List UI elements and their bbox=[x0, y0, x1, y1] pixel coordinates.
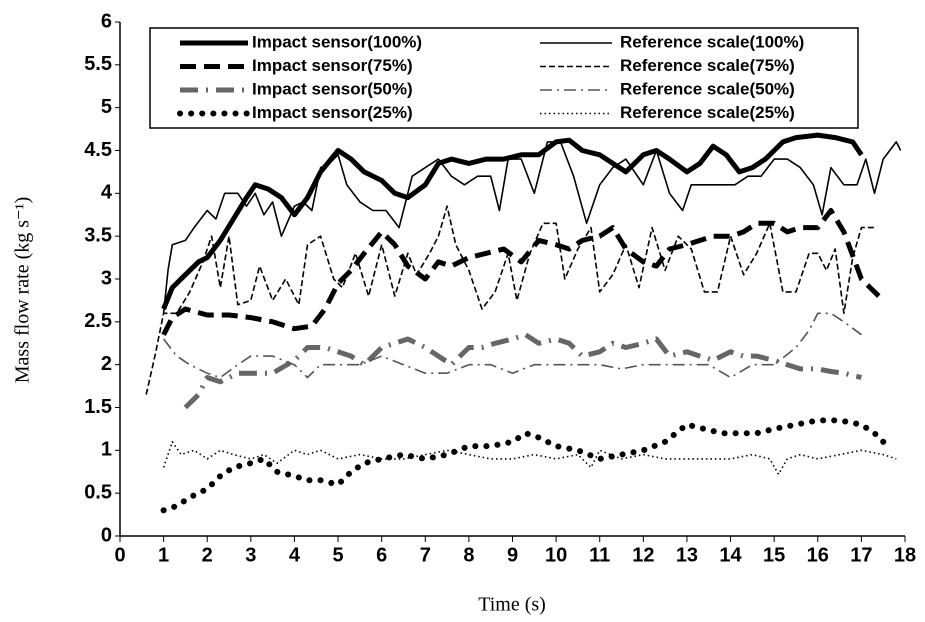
x-tick-label: 4 bbox=[289, 544, 301, 566]
y-tick-label: 1.5 bbox=[84, 396, 112, 418]
x-tick-label: 14 bbox=[719, 544, 742, 566]
legend-label: Reference scale(25%) bbox=[620, 103, 795, 122]
x-tick-label: 13 bbox=[676, 544, 698, 566]
x-tick-label: 2 bbox=[202, 544, 213, 566]
x-tick-label: 7 bbox=[420, 544, 431, 566]
x-tick-label: 15 bbox=[763, 544, 785, 566]
x-tick-label: 5 bbox=[332, 544, 343, 566]
y-tick-label: 3.5 bbox=[84, 224, 112, 246]
y-tick-label: 3 bbox=[101, 267, 112, 289]
y-tick-label: 5 bbox=[101, 96, 112, 118]
x-tick-label: 1 bbox=[158, 544, 169, 566]
x-tick-label: 0 bbox=[114, 544, 125, 566]
legend-label: Impact sensor(75%) bbox=[252, 56, 413, 75]
legend-label: Impact sensor(100%) bbox=[252, 32, 422, 51]
x-tick-label: 12 bbox=[632, 544, 654, 566]
x-tick-label: 11 bbox=[589, 544, 610, 566]
legend-label: Impact sensor(25%) bbox=[252, 103, 413, 122]
series-line bbox=[145, 205, 875, 395]
y-tick-label: 6 bbox=[101, 10, 112, 32]
y-tick-label: 4 bbox=[101, 182, 113, 204]
legend bbox=[149, 27, 859, 129]
series-line bbox=[162, 141, 902, 314]
x-tick-label: 16 bbox=[807, 544, 829, 566]
y-tick-label: 5.5 bbox=[84, 53, 112, 75]
x-tick-label: 10 bbox=[545, 544, 567, 566]
series-line bbox=[162, 312, 862, 379]
series-line bbox=[160, 417, 891, 514]
x-axis-title: Time (s) bbox=[478, 594, 546, 616]
y-tick-label: 1 bbox=[101, 439, 112, 461]
x-tick-label: 9 bbox=[507, 544, 518, 566]
x-tick-label: 6 bbox=[376, 544, 387, 566]
y-tick-label: 0.5 bbox=[84, 481, 112, 503]
y-tick-label: 2.5 bbox=[84, 310, 112, 332]
legend-label: Reference scale(50%) bbox=[620, 79, 795, 98]
series-line bbox=[161, 132, 864, 310]
y-tick-label: 2 bbox=[101, 353, 112, 375]
series-line bbox=[162, 441, 897, 476]
x-tick-label: 8 bbox=[463, 544, 474, 566]
series-line bbox=[161, 208, 881, 336]
legend-label: Reference scale(100%) bbox=[620, 32, 804, 51]
y-axis-title: Mass flow rate (kg s⁻¹) bbox=[12, 197, 34, 384]
series-line bbox=[183, 332, 862, 410]
x-tick-label: 18 bbox=[894, 544, 916, 566]
y-tick-label: 4.5 bbox=[84, 139, 112, 161]
x-tick-label: 3 bbox=[245, 544, 256, 566]
x-tick-label: 17 bbox=[850, 544, 872, 566]
legend-label: Impact sensor(50%) bbox=[252, 79, 413, 98]
legend-label: Reference scale(75%) bbox=[620, 56, 795, 75]
y-tick-label: 0 bbox=[101, 524, 112, 546]
